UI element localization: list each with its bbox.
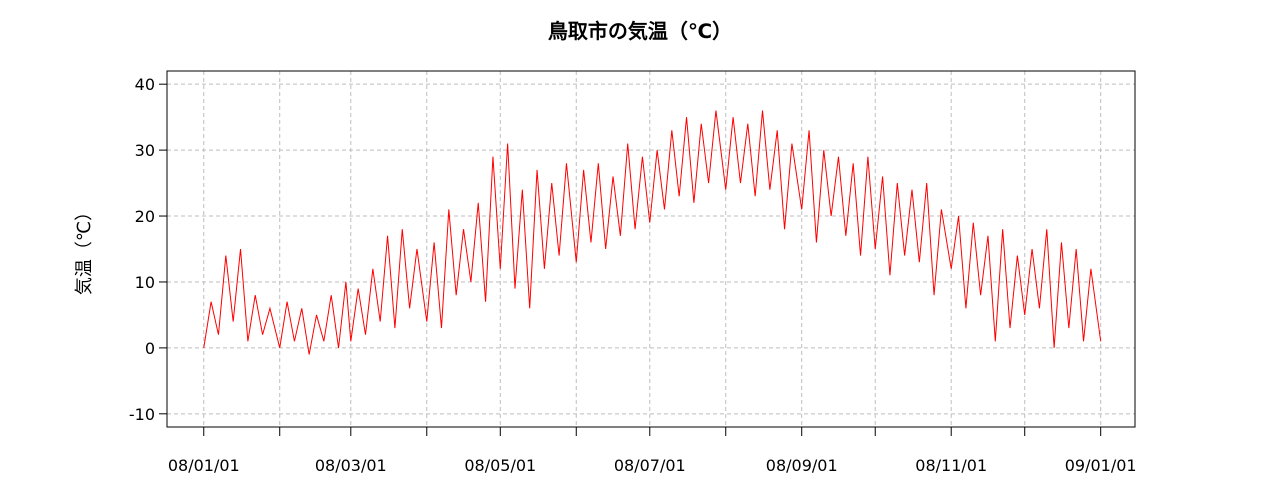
x-tick-label: 08/01/01 bbox=[168, 456, 240, 475]
x-tick-label: 08/07/01 bbox=[614, 456, 686, 475]
y-tick-label: 20 bbox=[135, 207, 155, 226]
y-axis-label: 気温（℃） bbox=[74, 203, 95, 295]
y-tick-label: 40 bbox=[135, 75, 155, 94]
y-tick-label: -10 bbox=[129, 405, 155, 424]
x-tick-label: 09/01/01 bbox=[1065, 456, 1137, 475]
y-tick-label: 0 bbox=[145, 339, 155, 358]
x-tick-label: 08/05/01 bbox=[464, 456, 536, 475]
chart-title: 鳥取市の気温（℃） bbox=[548, 19, 732, 43]
x-tick-label: 08/03/01 bbox=[315, 456, 387, 475]
plot-frame bbox=[166, 70, 1136, 428]
x-tick-label: 08/11/01 bbox=[915, 456, 987, 475]
temperature-line bbox=[203, 110, 1102, 355]
x-tick-label: 08/09/01 bbox=[766, 456, 838, 475]
y-tick-label: 30 bbox=[135, 141, 155, 160]
y-tick-label: 10 bbox=[135, 273, 155, 292]
